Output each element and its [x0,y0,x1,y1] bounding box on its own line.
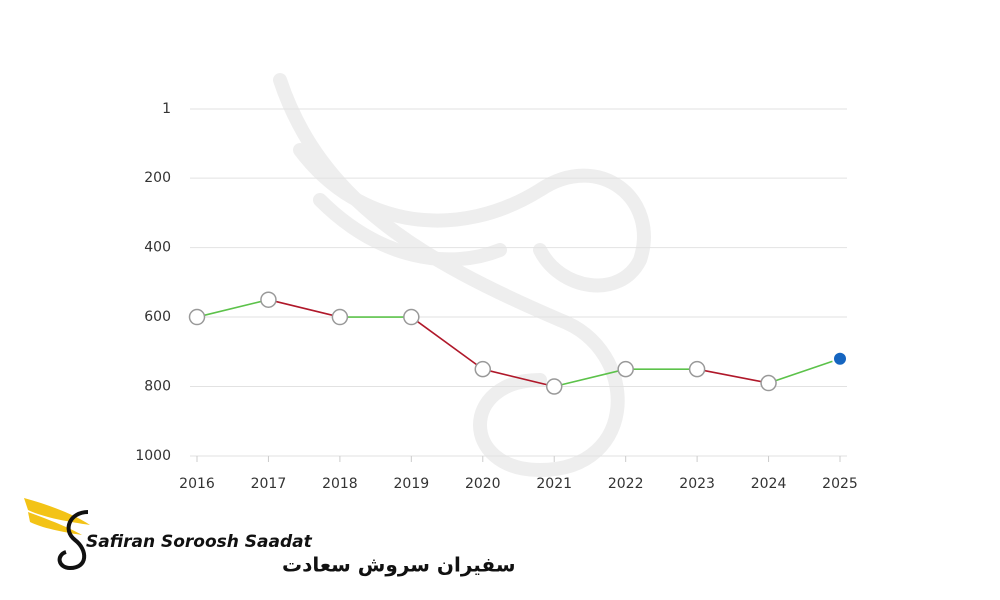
x-tick-label: 2016 [179,476,215,492]
y-tick-label: 400 [144,240,171,256]
point [331,308,349,326]
point [688,360,706,378]
x-tick-label: 2025 [822,476,858,492]
y-tick-label: 200 [144,170,171,186]
logo-name-fa: سفیران سروش سعادت [282,553,516,577]
point [260,291,277,308]
line-segment [482,368,555,388]
line-segment [268,298,341,318]
line-segment [768,357,841,384]
y-tick-label: 800 [144,379,171,395]
watermark [273,73,651,478]
y-tick-label: 1000 [135,448,171,464]
point [760,374,777,392]
point [188,308,206,326]
point [545,378,563,395]
line-segment [696,368,769,384]
x-tick-label: 2019 [394,476,430,492]
point [474,360,492,378]
point [617,360,634,378]
y-tick-label: 600 [144,309,171,325]
x-tick-label: 2024 [751,476,787,492]
x-tick-label: 2018 [322,476,358,492]
x-tick-label: 2020 [465,476,501,492]
point [832,350,848,367]
y-tick-label: 1 [162,101,171,117]
logo-s [57,510,89,571]
x-tick-label: 2017 [251,476,287,492]
line-segment [196,298,269,318]
x-tick-label: 2023 [679,476,715,492]
logo: Safiran Soroosh Saadat سفیران سروش سعادت [24,498,516,577]
line-segment [410,316,484,370]
line-segment [554,368,626,388]
logo-name-en: Safiran Soroosh Saadat [86,532,313,552]
x-tick-label: 2021 [536,476,572,492]
point [403,308,420,326]
x-tick-label: 2022 [608,476,644,492]
